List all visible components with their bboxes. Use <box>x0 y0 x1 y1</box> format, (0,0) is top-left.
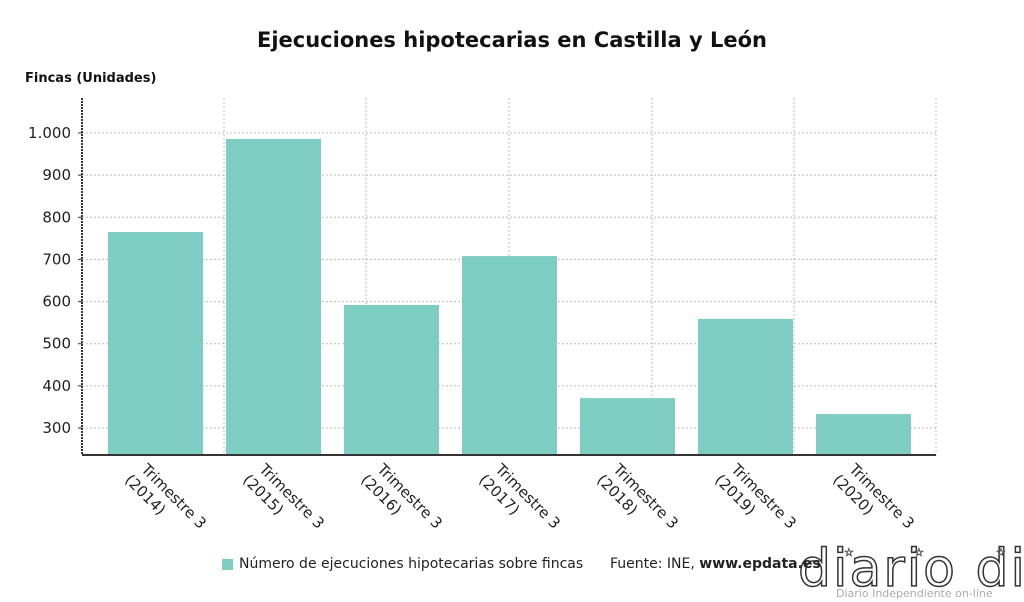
legend: Número de ejecuciones hipotecarias sobre… <box>222 556 583 572</box>
bar <box>108 232 203 455</box>
source-link[interactable]: www.epdata.es <box>699 556 821 572</box>
svg-text:☆: ☆ <box>914 546 924 559</box>
y-tick-label: 400 <box>42 377 71 395</box>
bar <box>698 318 793 455</box>
y-tick-label: 500 <box>42 335 71 353</box>
svg-text:☆: ☆ <box>996 546 1006 559</box>
watermark-tagline: Diario Independiente on-line <box>836 587 993 600</box>
x-tick-label: Trimestre 3(2018) <box>593 457 682 546</box>
x-tick-label: Trimestre 3(2019) <box>711 457 800 546</box>
svg-text:☆: ☆ <box>844 546 854 559</box>
bar <box>226 138 321 456</box>
svg-text:diario dia: diario dia <box>798 539 1024 599</box>
watermark-logo: diario dia ☆ ☆ ☆ <box>797 538 1024 600</box>
x-tick-label: Trimestre 3(2015) <box>239 457 328 546</box>
x-tick-label: Trimestre 3(2014) <box>121 457 210 546</box>
source-label: Fuente: INE, <box>610 556 700 572</box>
y-axis-label: Fincas (Unidades) <box>25 71 157 86</box>
y-tick-label: 700 <box>42 250 71 268</box>
legend-swatch <box>222 558 233 570</box>
legend-label: Número de ejecuciones hipotecarias sobre… <box>239 556 584 572</box>
x-tick-label: Trimestre 3(2017) <box>475 457 564 546</box>
x-tick-label: Trimestre 3(2020) <box>829 457 918 546</box>
y-tick-label: 900 <box>42 166 71 184</box>
bar <box>344 304 439 455</box>
chart-title: Ejecuciones hipotecarias en Castilla y L… <box>256 28 767 52</box>
y-tick-label: 800 <box>42 208 71 226</box>
y-tick-label: 1.000 <box>28 124 71 142</box>
bar <box>816 414 911 455</box>
source-note: Fuente: INE, www.epdata.es <box>610 556 821 572</box>
y-tick-label: 300 <box>42 419 71 437</box>
bar <box>462 256 557 455</box>
x-tick-label: Trimestre 3(2016) <box>357 457 446 546</box>
bar <box>580 398 675 455</box>
y-tick-label: 600 <box>42 293 71 311</box>
